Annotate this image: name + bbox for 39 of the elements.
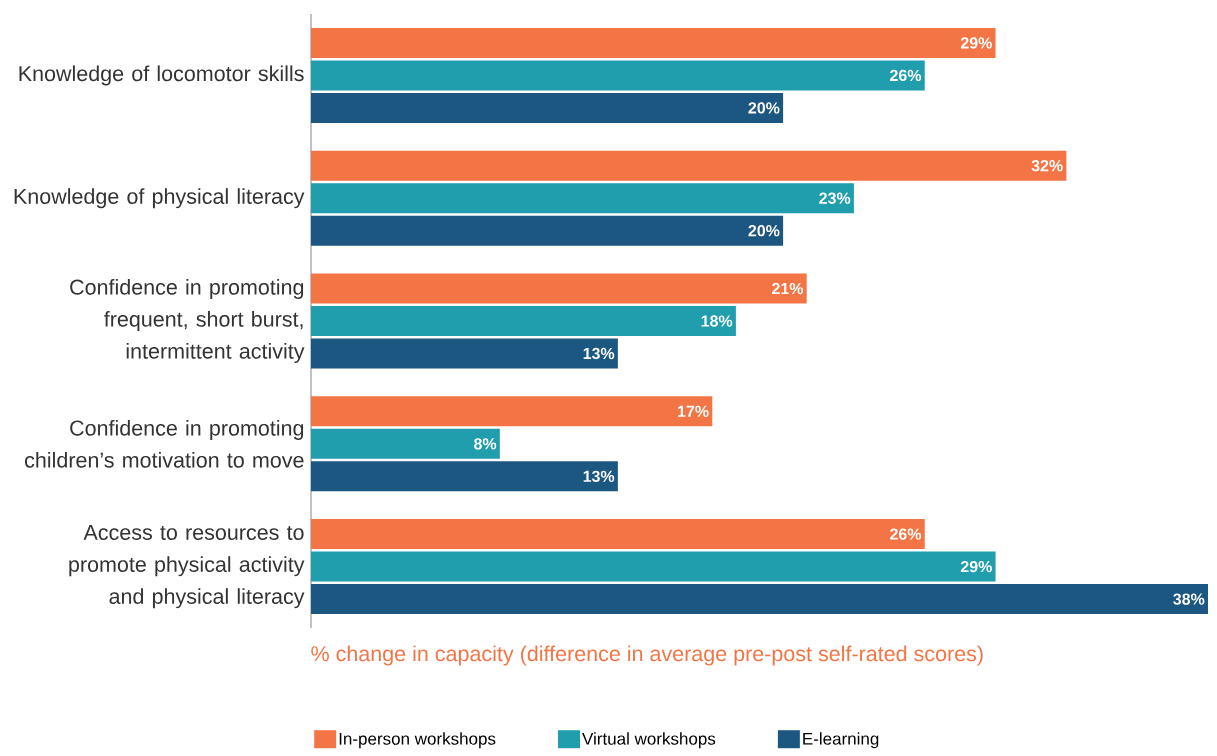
data-label: 26%: [890, 528, 922, 540]
data-label: 17%: [678, 405, 709, 417]
bar: [311, 215, 784, 246]
legend-label: In-person workshops: [339, 732, 496, 749]
data-label: 13%: [583, 347, 615, 360]
data-label: 38%: [1173, 593, 1205, 605]
legend-label: Virtual workshops: [582, 732, 716, 749]
bar: [311, 183, 854, 214]
bar: [311, 150, 1067, 181]
data-label: 13%: [583, 470, 615, 482]
bar: [311, 273, 807, 304]
legend-label: E-learning: [803, 732, 879, 749]
data-label: 20%: [748, 225, 780, 237]
bar: [311, 551, 996, 582]
bar: [311, 461, 618, 492]
bar: [311, 306, 736, 337]
bar: [311, 519, 925, 550]
y-tick-label: Confidence in promoting children’s motivation to move: [25, 419, 304, 468]
data-label: 18%: [701, 315, 733, 327]
bar: [311, 584, 1209, 615]
y-tick-label: Knowledge of locomotor skills: [19, 65, 304, 86]
data-label: 26%: [890, 69, 922, 82]
x-axis-title: % change in capacity (difference in average pre-post self-rated scores): [311, 645, 983, 666]
bar: [311, 92, 784, 123]
bar: [311, 27, 996, 58]
bar: [311, 428, 500, 459]
data-label: 21%: [772, 282, 804, 295]
bar: [311, 60, 925, 91]
data-label: 23%: [819, 192, 851, 204]
data-label: 20%: [748, 102, 780, 114]
data-label: 8%: [474, 438, 497, 450]
bar: [311, 396, 713, 427]
data-label: 29%: [960, 560, 992, 573]
y-tick-label: Confidence in promoting frequent, short burst, intermittent activity: [70, 278, 305, 364]
y-tick-label: Access to resources to promote physical activity and physical literacy: [69, 524, 305, 609]
data-label: 29%: [960, 37, 992, 49]
y-tick-label: Knowledge of physical literacy: [14, 188, 305, 209]
bar: [311, 338, 618, 369]
data-label: 32%: [1031, 160, 1063, 172]
